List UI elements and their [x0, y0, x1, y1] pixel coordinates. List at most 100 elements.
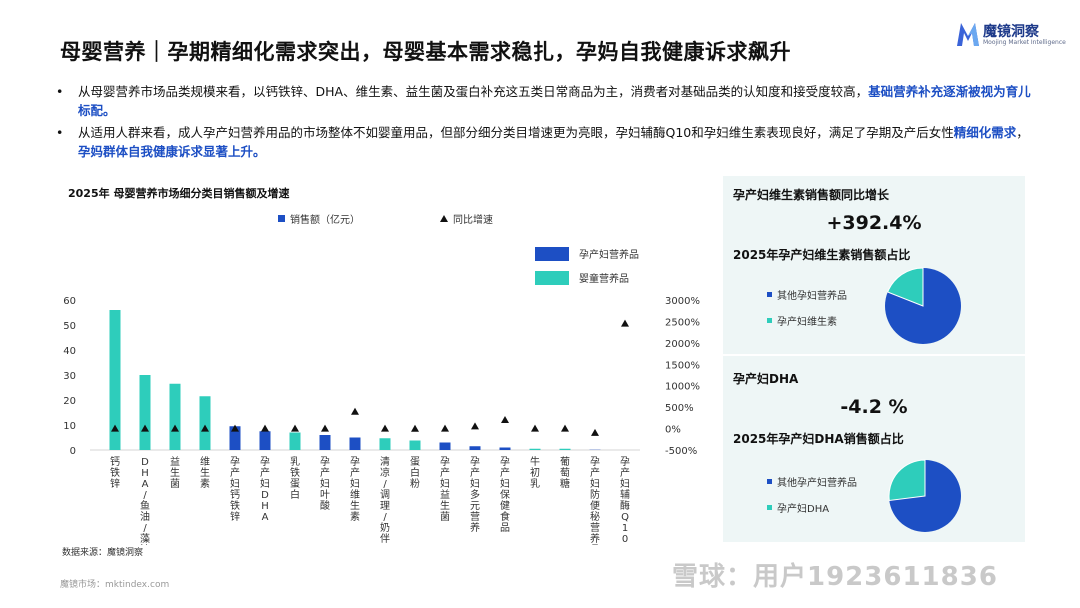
legend-triangle-icon — [440, 215, 448, 222]
bullet-highlight: 孕妈群体自我健康诉求显著上升。 — [78, 144, 266, 159]
category-label: 孕产妇钙铁锌 — [230, 456, 240, 523]
legend-square-icon — [767, 292, 772, 297]
bar — [259, 431, 271, 450]
growth-marker — [321, 424, 329, 432]
growth-marker — [381, 424, 389, 432]
category-label: 孕产妇保健食品 — [500, 456, 510, 534]
bar — [499, 447, 511, 450]
pie-slice-highlight — [887, 267, 924, 307]
bar — [379, 438, 391, 450]
sales-growth-chart: 0 10 20 30 40 50 60 -500% 0% 500% 1000% 1500% 2000% 2… — [63, 296, 700, 545]
legend-square-icon — [767, 318, 772, 323]
legend-square-icon — [767, 505, 772, 510]
bar — [229, 426, 241, 450]
bar — [139, 375, 151, 450]
bullet-highlight: 精细化需求 — [953, 125, 1017, 140]
vitamin-panel: 孕产妇维生素销售额同比增长 +392.4% 2025年孕产妇维生素销售额占比 其… — [723, 176, 1025, 354]
growth-marker — [471, 422, 479, 430]
bar — [559, 448, 571, 450]
legend-maternal-label: 孕产妇营养品 — [579, 250, 639, 261]
category-label: 清凉/调理/奶伴 — [380, 455, 390, 545]
left-axis-tick-label: 30 — [63, 371, 76, 382]
legend-maternal: 孕产妇营养品 — [535, 246, 639, 261]
logo-name: 魔镜洞察 — [983, 24, 1039, 40]
dha-share-label: 2025年孕产妇DHA销售额占比 — [733, 432, 904, 446]
category-label: 孕产妇 D H A — [260, 456, 270, 523]
brand-logo: 魔镜洞察 Moojing Market Intelligence — [955, 20, 1066, 50]
bar — [319, 435, 331, 450]
growth-marker — [261, 424, 269, 432]
bullet-highlight: 基础营养补充逐渐被视为育儿标配。 — [78, 84, 1031, 118]
legend-square-icon — [278, 215, 285, 222]
left-axis-tick-label: 60 — [63, 296, 76, 307]
category-label: 孕产妇辅酶 Q 1 0 — [620, 456, 630, 545]
vitamin-share-label: 2025年孕产妇维生素销售额占比 — [733, 248, 911, 262]
left-axis-tick-label: 50 — [63, 321, 76, 332]
bullet-text: 从适用人群来看，成人孕产妇营养用品的市场整体不如婴童用品，但部分细分类目增速更为… — [78, 125, 954, 140]
left-axis-tick-label: 0 — [70, 446, 76, 457]
vitamin-growth-value: +392.4% — [826, 212, 922, 234]
bullet-item: • 从适用人群来看，成人孕产妇营养用品的市场整体不如婴童用品，但部分细分类目增速… — [56, 123, 1031, 161]
bar — [439, 442, 451, 450]
growth-marker — [231, 424, 239, 432]
category-label: 孕产妇防便秘营养品 — [590, 456, 600, 545]
growth-marker — [561, 424, 569, 432]
right-axis-tick-label: 1500% — [665, 360, 700, 371]
chart-title: 2025年 母婴营养市场细分类目销售额及增速 — [68, 187, 290, 200]
dha-legend-other-label: 其他孕产妇营养品 — [777, 478, 857, 489]
growth-marker — [351, 407, 359, 415]
growth-marker — [621, 319, 629, 327]
growth-marker — [591, 428, 599, 436]
logo-subtitle: Moojing Market Intelligence — [983, 39, 1066, 46]
legend-infant-label: 婴童营养品 — [579, 274, 629, 285]
growth-marker — [111, 424, 119, 432]
bar — [349, 437, 361, 450]
bar — [109, 310, 121, 450]
moojing-logo-icon — [957, 23, 979, 46]
legend-square-icon — [767, 479, 772, 484]
category-label: 维生素 — [200, 455, 210, 490]
right-axis-tick-label: 3000% — [665, 296, 700, 307]
right-axis-tick-label: 2000% — [665, 339, 700, 350]
bar — [289, 432, 301, 450]
bullet-item: • 从母婴营养市场品类规模来看，以钙铁锌、DHA、维生素、益生菌及蛋白补充这五类… — [56, 82, 1031, 120]
bullet-text: ， — [1016, 125, 1029, 140]
dha-share-pie — [888, 459, 961, 532]
legend-sales-label: 销售额（亿元） — [290, 215, 360, 226]
bullet-text: 从母婴营养市场品类规模来看，以钙铁锌、DHA、维生素、益生菌及蛋白补充这五类日常… — [78, 84, 869, 99]
legend-infant: 婴童营养品 — [535, 270, 629, 285]
category-label: 牛初乳 — [530, 455, 540, 490]
right-axis-tick-label: 2500% — [665, 317, 700, 328]
category-label: 乳铁蛋白 — [290, 455, 300, 501]
summary-bullets: • 从母婴营养市场品类规模来看，以钙铁锌、DHA、维生素、益生菌及蛋白补充这五类… — [56, 82, 1031, 164]
legend-block-icon — [535, 270, 569, 285]
category-label: 葡萄糖 — [560, 455, 570, 490]
legend-block-icon — [535, 246, 569, 261]
growth-marker — [411, 424, 419, 432]
category-label: DHA/鱼油/藻油 — [140, 457, 150, 545]
vitamin-legend-other: 其他孕妇营养品 — [767, 287, 847, 302]
category-label: 孕产妇益生菌 — [440, 456, 450, 523]
growth-marker — [171, 424, 179, 432]
bar — [169, 383, 181, 450]
category-label: 孕产妇维生素 — [350, 456, 360, 523]
right-axis-tick-label: 0% — [665, 425, 681, 436]
page-title: 母婴营养｜孕期精细化需求突出，母婴基本需求稳扎，孕妈自我健康诉求飙升 — [60, 40, 791, 64]
footer-site: 魔镜市场：mktindex.com — [60, 580, 170, 590]
legend-growth-label: 同比增速 — [453, 215, 493, 226]
growth-marker — [501, 416, 509, 423]
data-source: 数据来源：魔镜洞察 — [62, 548, 144, 558]
right-axis-tick-label: -500% — [665, 446, 697, 457]
growth-marker — [201, 424, 209, 432]
dha-legend-this-label: 孕产妇DHA — [777, 504, 830, 515]
bar — [529, 448, 541, 450]
bullet-dot-icon: • — [56, 84, 64, 99]
pie-slice-highlight — [888, 459, 926, 502]
legend-growth: 同比增速 — [440, 211, 493, 226]
growth-marker — [291, 424, 299, 432]
vitamin-legend-this-label: 孕产妇维生素 — [777, 317, 837, 328]
dha-growth-label: 孕产妇DHA — [733, 372, 799, 386]
bullet-dot-icon: • — [56, 125, 64, 140]
category-label: 钙铁锌 — [110, 455, 120, 490]
vitamin-legend-this: 孕产妇维生素 — [767, 313, 837, 328]
